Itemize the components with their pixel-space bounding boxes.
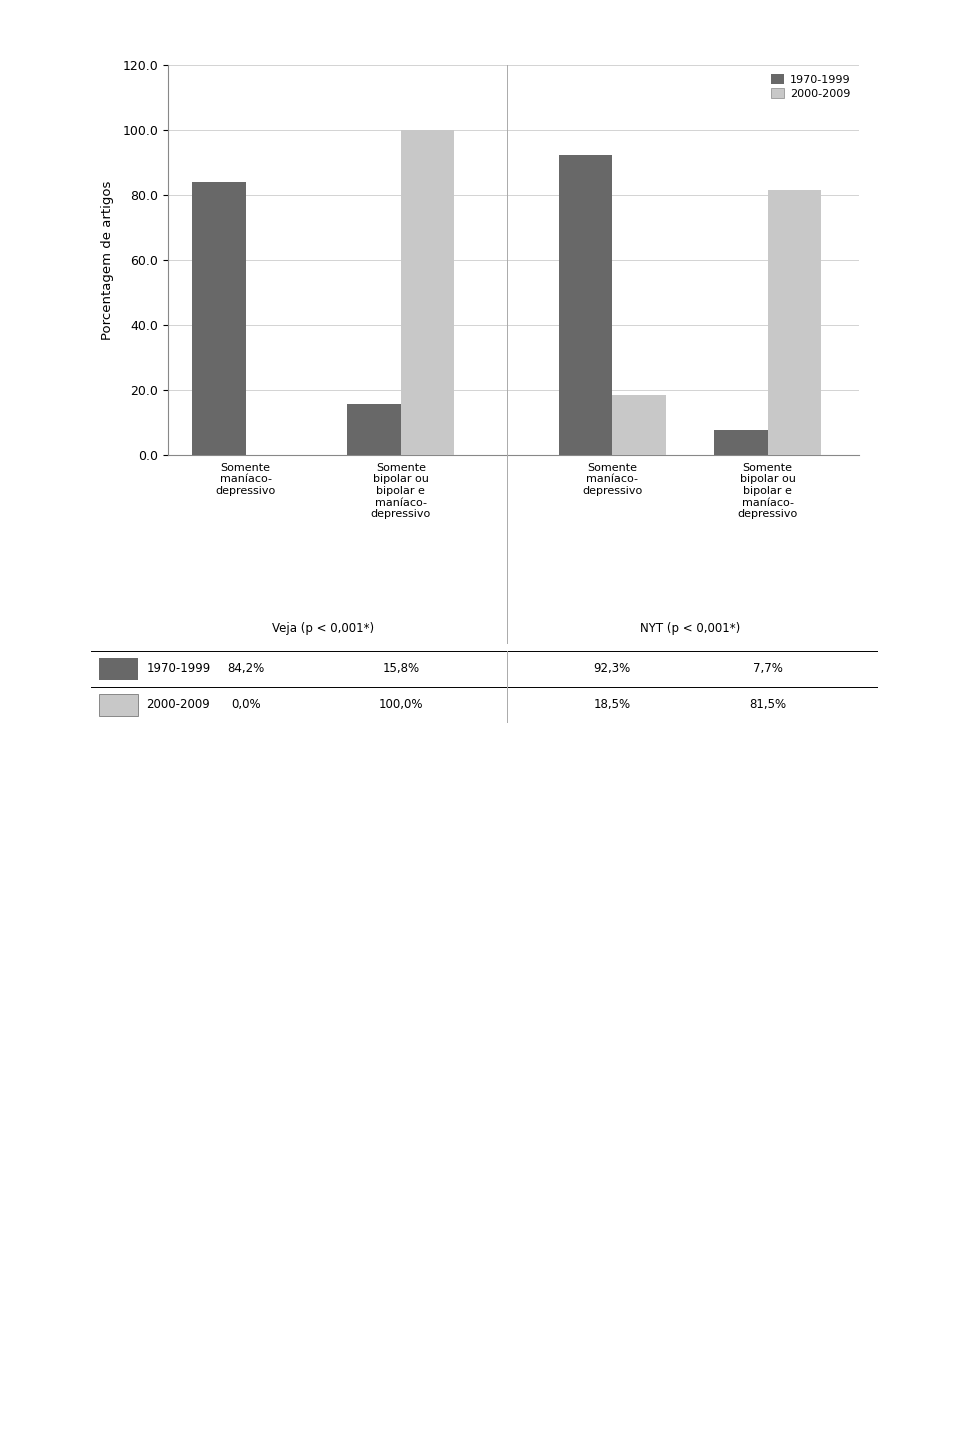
Bar: [559, 155, 612, 455]
Text: 92,3%: 92,3%: [593, 662, 631, 675]
Text: Somente
maníaco-
depressivo: Somente maníaco- depressivo: [215, 463, 276, 496]
Text: 18,5%: 18,5%: [594, 698, 631, 711]
Text: 81,5%: 81,5%: [749, 698, 786, 711]
Bar: [99, 658, 138, 680]
Text: 15,8%: 15,8%: [382, 662, 420, 675]
Text: 84,2%: 84,2%: [227, 662, 264, 675]
Text: 2000-2009: 2000-2009: [146, 698, 210, 711]
Text: 100,0%: 100,0%: [378, 698, 423, 711]
Bar: [612, 395, 666, 455]
Bar: [400, 130, 454, 455]
Text: Veja (p < 0,001*): Veja (p < 0,001*): [272, 622, 374, 635]
Bar: [348, 403, 400, 455]
Text: 1970-1999: 1970-1999: [146, 662, 210, 675]
Legend: 1970-1999, 2000-2009: 1970-1999, 2000-2009: [767, 71, 853, 103]
Text: 0,0%: 0,0%: [230, 698, 260, 711]
Text: Somente
bipolar ou
bipolar e
maníaco-
depressivo: Somente bipolar ou bipolar e maníaco- de…: [371, 463, 431, 519]
Text: Somente
maníaco-
depressivo: Somente maníaco- depressivo: [582, 463, 642, 496]
Y-axis label: Porcentagem de artigos: Porcentagem de artigos: [101, 181, 114, 340]
Bar: [714, 431, 767, 455]
Bar: [192, 182, 246, 455]
Bar: [767, 191, 821, 455]
Text: NYT (p < 0,001*): NYT (p < 0,001*): [639, 622, 740, 635]
Text: 7,7%: 7,7%: [753, 662, 782, 675]
Text: Somente
bipolar ou
bipolar e
maníaco-
depressivo: Somente bipolar ou bipolar e maníaco- de…: [737, 463, 798, 519]
Bar: [99, 694, 138, 716]
